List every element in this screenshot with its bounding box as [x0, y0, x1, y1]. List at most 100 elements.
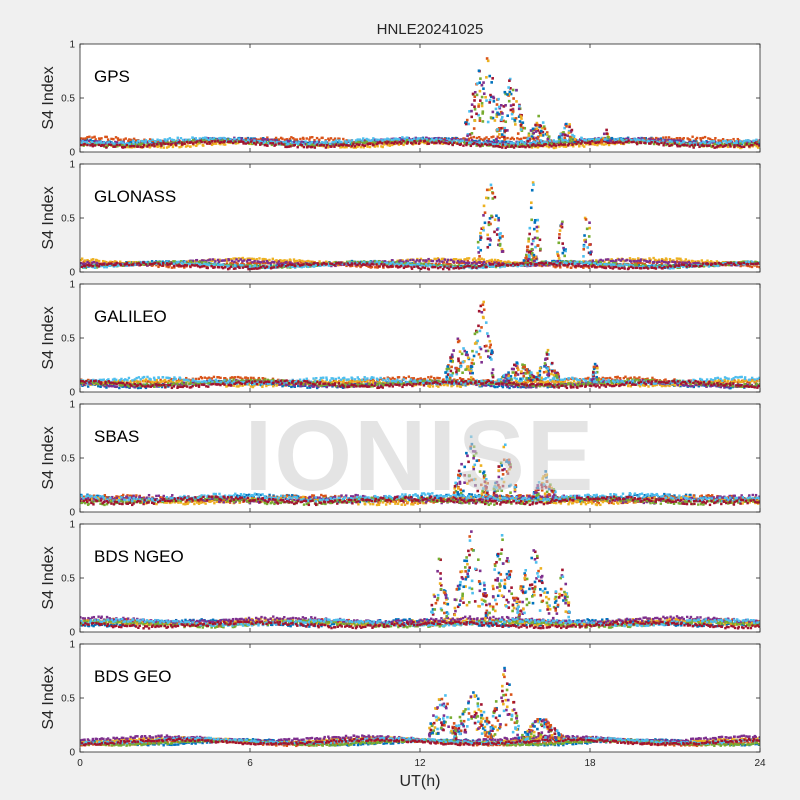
data-point	[718, 142, 721, 146]
data-point	[315, 136, 319, 140]
data-point	[253, 260, 256, 263]
data-point	[124, 137, 127, 140]
data-point	[360, 264, 363, 267]
data-point	[724, 144, 728, 147]
data-point	[501, 146, 504, 149]
data-point	[99, 264, 102, 268]
data-point	[261, 138, 264, 141]
data-point	[547, 135, 551, 138]
data-point	[241, 261, 244, 265]
data-point	[380, 142, 384, 145]
data-point	[180, 260, 183, 263]
data-point	[498, 133, 501, 136]
data-point	[611, 263, 615, 266]
data-point	[427, 142, 431, 145]
data-point	[141, 142, 144, 145]
data-point	[101, 259, 105, 263]
data-point	[315, 140, 319, 144]
data-point	[714, 140, 717, 144]
data-point	[590, 140, 594, 143]
data-point	[519, 264, 522, 267]
data-point	[354, 139, 358, 142]
data-point	[489, 143, 492, 146]
data-point	[86, 258, 89, 262]
data-point	[340, 140, 343, 144]
data-point	[714, 264, 717, 267]
data-point	[351, 264, 354, 268]
data-point	[113, 260, 117, 263]
data-point	[587, 266, 591, 269]
data-point	[496, 144, 500, 148]
data-point	[532, 255, 536, 259]
data-point	[233, 136, 236, 140]
data-point	[81, 140, 84, 143]
data-point	[715, 141, 719, 145]
data-point	[285, 138, 289, 141]
data-point	[415, 139, 418, 143]
data-point	[304, 143, 308, 146]
data-point	[327, 137, 330, 140]
data-point	[345, 141, 348, 144]
data-point	[501, 143, 505, 146]
data-point	[498, 106, 502, 110]
data-point	[264, 258, 267, 261]
data-point	[386, 137, 389, 140]
data-point	[504, 146, 507, 150]
data-point	[257, 264, 260, 268]
data-point	[298, 259, 301, 262]
data-point	[618, 267, 622, 270]
data-point	[736, 145, 740, 149]
data-point	[667, 136, 671, 139]
data-point	[324, 260, 328, 263]
data-point	[610, 136, 614, 140]
data-point	[442, 264, 445, 267]
data-point	[272, 266, 276, 269]
data-point	[116, 137, 120, 140]
data-point	[649, 265, 652, 268]
data-point	[365, 264, 368, 267]
data-point	[566, 144, 570, 147]
data-point	[81, 257, 84, 260]
data-point	[142, 261, 146, 264]
data-point	[354, 141, 357, 144]
data-point	[285, 260, 288, 264]
data-point	[690, 143, 693, 147]
data-point	[580, 137, 583, 140]
data-point	[327, 264, 331, 267]
data-point	[587, 264, 590, 268]
data-point	[599, 260, 602, 264]
data-point	[681, 261, 684, 264]
data-point	[569, 137, 573, 141]
data-point	[496, 143, 499, 146]
data-point	[595, 259, 598, 262]
data-point	[641, 137, 644, 140]
data-point	[481, 120, 485, 123]
data-point	[441, 267, 445, 271]
data-point	[165, 146, 169, 149]
data-point	[80, 141, 84, 145]
data-point	[280, 142, 283, 145]
data-point	[296, 145, 299, 149]
data-point	[708, 144, 711, 147]
data-point	[516, 145, 519, 148]
data-point	[530, 201, 533, 205]
data-point	[464, 121, 467, 125]
data-point	[360, 262, 364, 265]
data-point	[714, 136, 717, 140]
data-point	[489, 140, 492, 143]
data-point	[482, 92, 486, 95]
data-point	[543, 127, 547, 131]
data-point	[504, 264, 507, 267]
data-point	[164, 139, 168, 142]
data-point	[594, 140, 597, 143]
data-point	[511, 88, 515, 92]
data-point	[349, 143, 353, 146]
data-point	[559, 261, 562, 265]
data-point	[470, 261, 474, 265]
data-point	[472, 140, 475, 143]
data-point	[754, 141, 757, 145]
data-point	[500, 250, 504, 253]
data-point	[638, 261, 642, 265]
data-point	[648, 257, 651, 260]
